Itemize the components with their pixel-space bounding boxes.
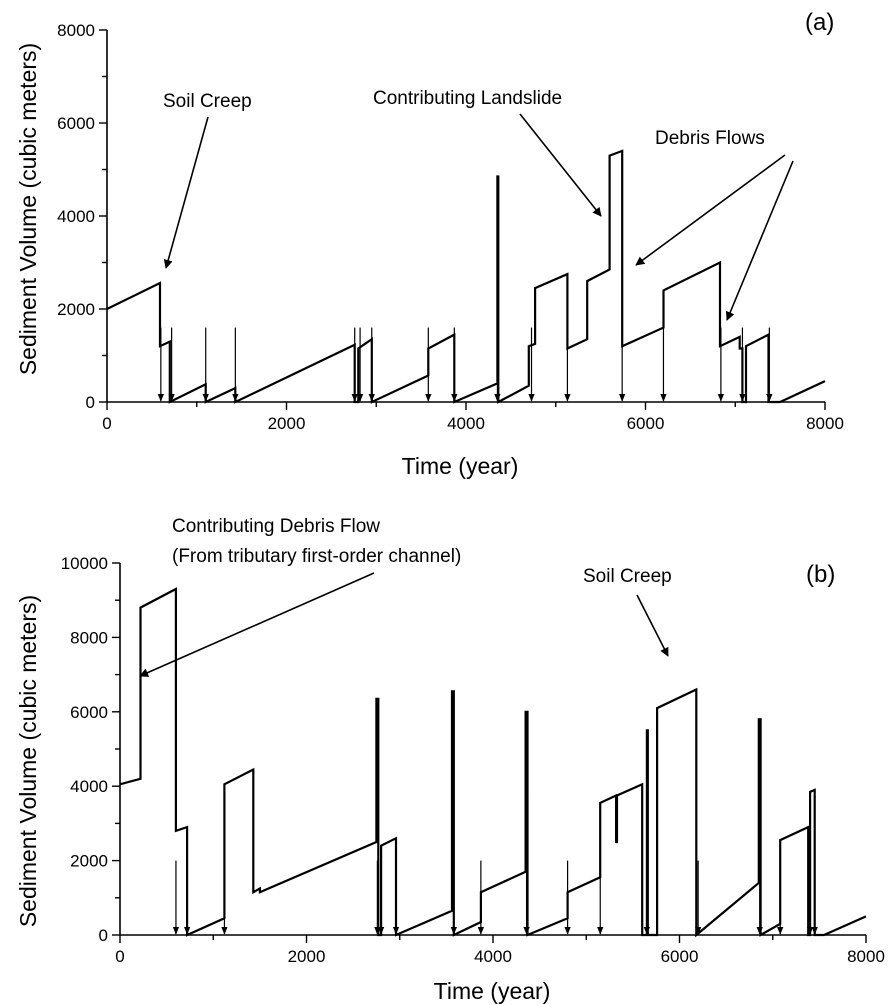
x-tick-label-b: 6000 xyxy=(661,947,699,966)
event-arrows-b xyxy=(172,860,818,935)
annotation-debris-flows: Debris Flows xyxy=(655,128,765,149)
arrow-contributing-landslide xyxy=(519,113,602,217)
sediment-volume-line-b xyxy=(119,587,867,938)
y-tick-label-b: 4000 xyxy=(70,777,108,796)
y-tick-label-b: 2000 xyxy=(70,852,108,871)
panel-a: (a) Sediment Volume (cubic meters) Time … xyxy=(15,9,844,479)
arrow-soil-creep-b xyxy=(636,594,669,657)
series-b xyxy=(119,587,867,938)
series-a xyxy=(106,149,826,404)
x-tick-label-a: 2000 xyxy=(268,414,306,433)
axes-a: 0 2000 4000 6000 8000 0 2000 4000 6000 8000 xyxy=(57,21,844,433)
x-tick-label-b: 2000 xyxy=(288,947,326,966)
event-arrows-a xyxy=(157,327,773,402)
annotation-soil-creep-a: Soil Creep xyxy=(163,91,252,112)
y-tick-label-a: 2000 xyxy=(57,300,95,319)
x-tick-label-a: 4000 xyxy=(447,414,485,433)
arrow-debris-flows-1 xyxy=(635,154,786,266)
panel-label-b: (b) xyxy=(806,561,835,588)
arrow-contributing-debris-flow xyxy=(139,572,375,677)
y-tick-label-b: 10000 xyxy=(61,554,108,573)
y-tick-label-a: 4000 xyxy=(57,207,95,226)
x-tick-label-a: 6000 xyxy=(627,414,665,433)
x-axis-label-b: Time (year) xyxy=(434,978,551,1004)
x-tick-label-a: 0 xyxy=(102,414,111,433)
x-axis-label-a: Time (year) xyxy=(402,453,519,479)
annotation-tributary-channel: (From tributary first-order channel) xyxy=(172,546,461,567)
y-axis-label-a: Sediment Volume (cubic meters) xyxy=(15,43,41,375)
x-tick-label-b: 4000 xyxy=(474,947,512,966)
annotation-contributing-landslide: Contributing Landslide xyxy=(373,88,562,109)
y-tick-label-b: 0 xyxy=(99,926,108,945)
panel-b: (b) Sediment Volume (cubic meters) Time … xyxy=(15,516,885,1004)
arrow-debris-flows-2 xyxy=(725,160,794,321)
panel-label-a: (a) xyxy=(805,9,834,36)
sediment-volume-line-a xyxy=(106,149,826,404)
y-tick-label-b: 8000 xyxy=(70,628,108,647)
x-tick-label-b: 8000 xyxy=(847,947,885,966)
y-tick-label-a: 0 xyxy=(86,393,95,412)
x-tick-label-a: 8000 xyxy=(806,414,844,433)
y-axis-label-b: Sediment Volume (cubic meters) xyxy=(15,595,41,927)
y-tick-label-a: 8000 xyxy=(57,21,95,40)
annotation-contributing-debris-flow: Contributing Debris Flow xyxy=(172,516,380,537)
axes-b: 0 2000 4000 6000 8000 10000 0 2000 4000 6000 8000 xyxy=(61,554,885,966)
arrow-soil-creep-a xyxy=(163,116,209,269)
y-tick-label-a: 6000 xyxy=(57,114,95,133)
annotation-soil-creep-b: Soil Creep xyxy=(583,566,672,587)
x-tick-label-b: 0 xyxy=(115,947,124,966)
y-tick-label-b: 6000 xyxy=(70,703,108,722)
